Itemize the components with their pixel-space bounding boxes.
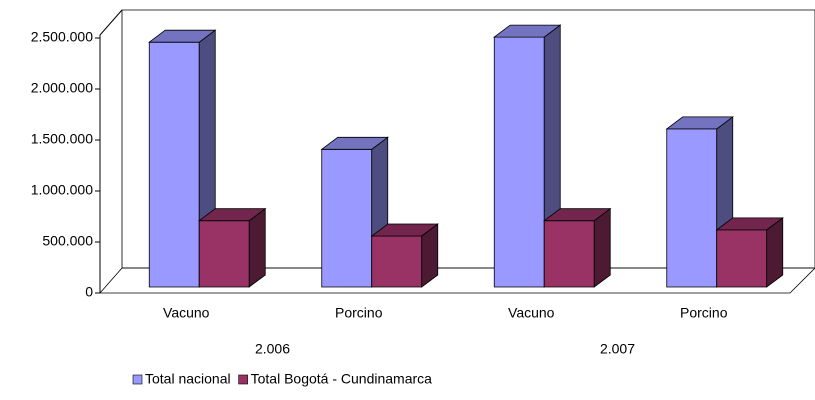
- wall-edge: [99, 9, 123, 36]
- bar-side: [248, 207, 266, 288]
- bar-top: [665, 116, 734, 130]
- x-tick-label: Vacuno: [508, 305, 555, 321]
- floor: [99, 267, 815, 294]
- bar-top: [320, 136, 389, 150]
- bar-top: [543, 208, 612, 222]
- x-tick-label: Porcino: [335, 305, 383, 321]
- bar: [198, 207, 267, 288]
- bar-front: [148, 41, 200, 288]
- bar: [370, 223, 439, 288]
- bar-front: [321, 148, 373, 288]
- bar-top: [715, 217, 784, 231]
- bar-top: [370, 223, 439, 237]
- y-tick-label: 2.500.000: [31, 29, 93, 45]
- bar-front: [371, 235, 423, 288]
- bar-top: [493, 24, 562, 38]
- bar: [543, 207, 612, 288]
- x-tick-label: Vacuno: [163, 305, 210, 321]
- x-tick-label: Porcino: [680, 305, 728, 321]
- y-tick-label: 1.000.000: [31, 182, 93, 198]
- legend-label: Total Bogotá - Cundinamarca: [251, 371, 433, 387]
- legend-swatch: [238, 374, 248, 385]
- bar-front: [198, 220, 250, 288]
- bar-top: [198, 208, 267, 222]
- y-tick-label: 500.000: [42, 233, 93, 249]
- bar-front: [543, 220, 595, 288]
- bar-top: [148, 29, 217, 43]
- legend-label: Total nacional: [145, 371, 231, 387]
- y-tick-label: 2.000.000: [31, 80, 93, 96]
- y-tick-label: 1.500.000: [31, 131, 93, 147]
- y-tick-label: 0: [85, 284, 93, 300]
- bar-front: [666, 128, 718, 288]
- bar-front: [493, 36, 545, 288]
- legend-swatch: [132, 374, 143, 385]
- bar-front: [716, 229, 768, 288]
- bar-side: [593, 207, 611, 288]
- group-label: 2.007: [600, 341, 635, 357]
- group-label: 2.006: [255, 341, 290, 357]
- bar: [715, 217, 784, 288]
